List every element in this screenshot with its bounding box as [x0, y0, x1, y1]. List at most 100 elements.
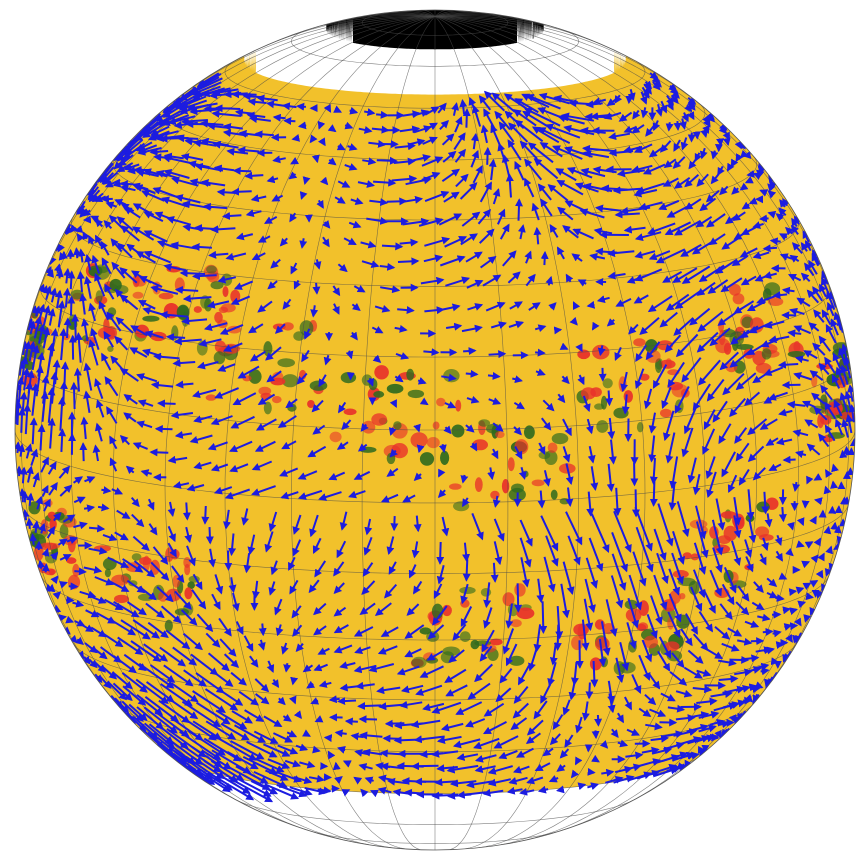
flow-arrow [487, 765, 513, 775]
flow-arrow [380, 626, 399, 637]
flow-arrow [149, 147, 169, 156]
flow-arrow [354, 646, 371, 654]
flow-arrow [21, 509, 30, 521]
red-spot [495, 431, 505, 439]
flow-arrow [37, 424, 46, 451]
longitude-line [434, 11, 472, 17]
flow-arrow [474, 754, 497, 763]
flow-arrow [337, 697, 357, 706]
flow-arrow [661, 751, 689, 763]
flow-arrow [556, 785, 565, 794]
longitude-line [147, 15, 436, 124]
flow-arrow [381, 242, 404, 251]
green-spot [107, 345, 114, 352]
flow-arrow [288, 695, 297, 705]
flow-arrow [796, 517, 805, 527]
red-spot [639, 373, 650, 381]
flow-arrow [739, 149, 749, 159]
flow-arrow [613, 774, 635, 784]
flow-arrow [824, 567, 833, 577]
flow-arrow [191, 242, 212, 251]
flow-arrow [625, 95, 634, 105]
flow-arrow [358, 763, 373, 771]
flow-arrow [673, 728, 698, 737]
flow-arrow [755, 169, 765, 178]
flow-arrow [574, 756, 583, 766]
flow-arrow [676, 736, 702, 747]
flow-arrow [514, 198, 523, 221]
flow-arrow [638, 707, 652, 718]
green-spot [602, 378, 613, 389]
red-spot [531, 479, 545, 487]
flow-arrow [61, 361, 70, 388]
flow-arrow [406, 603, 420, 616]
flow-arrow [135, 678, 169, 704]
flow-arrow [369, 789, 379, 798]
flow-arrow [821, 583, 829, 593]
flow-arrow [514, 583, 523, 613]
flow-arrow [138, 586, 157, 601]
flow-arrow [75, 636, 85, 646]
red-spot [758, 534, 774, 541]
flow-arrow [533, 700, 548, 720]
flow-arrow [317, 647, 330, 655]
red-spot [455, 399, 462, 412]
flow-arrow [517, 665, 530, 686]
flow-arrow [547, 661, 557, 687]
green-spot [176, 304, 190, 320]
flow-arrow [376, 156, 398, 165]
flow-arrow [556, 763, 566, 772]
flow-arrow [215, 709, 248, 730]
flow-arrow [757, 662, 770, 671]
flow-arrow [182, 502, 191, 521]
flow-arrow [638, 654, 651, 681]
flow-arrow [318, 680, 332, 688]
flow-arrow [782, 606, 791, 615]
longitude-line [357, 13, 436, 18]
green-spot [419, 452, 435, 466]
flow-arrow [490, 562, 499, 583]
flow-arrow [400, 684, 424, 694]
flow-arrow [828, 562, 837, 572]
flow-arrow [735, 601, 750, 616]
flow-arrow [159, 646, 186, 667]
flow-arrow [227, 765, 271, 791]
flow-arrow [690, 586, 703, 612]
flow-arrow [277, 696, 286, 706]
flow-arrow [257, 639, 266, 651]
flow-arrow [583, 598, 594, 632]
flow-arrow [474, 663, 493, 683]
flow-arrow [591, 730, 600, 740]
flow-arrow [535, 348, 546, 357]
flow-arrow [166, 333, 186, 342]
flow-arrow [825, 469, 833, 478]
flow-arrow [304, 787, 327, 796]
flow-arrow [696, 669, 712, 677]
flow-arrow [526, 776, 544, 785]
flow-arrow [277, 744, 299, 755]
flow-arrow [146, 681, 175, 703]
flow-arrow [397, 306, 415, 315]
flow-arrow [339, 661, 356, 670]
flow-arrow [108, 681, 128, 701]
flow-arrow [772, 291, 788, 300]
flow-arrow [605, 775, 624, 784]
flow-arrow [312, 745, 321, 754]
flow-arrow [508, 776, 528, 785]
flow-arrow [505, 603, 514, 629]
flow-arrow [47, 583, 56, 593]
flow-arrow [275, 771, 303, 783]
red-spot [272, 396, 282, 404]
flow-arrow [495, 687, 512, 703]
flow-arrow [683, 666, 703, 679]
flow-arrow [638, 758, 662, 768]
flow-arrow [32, 520, 41, 534]
flow-arrow [590, 660, 599, 688]
flow-arrow [230, 671, 247, 686]
longitude-line [21, 16, 436, 727]
flow-arrow [760, 667, 770, 676]
red-spot [490, 490, 500, 500]
flow-arrow [29, 417, 38, 445]
red-spot [489, 638, 503, 646]
